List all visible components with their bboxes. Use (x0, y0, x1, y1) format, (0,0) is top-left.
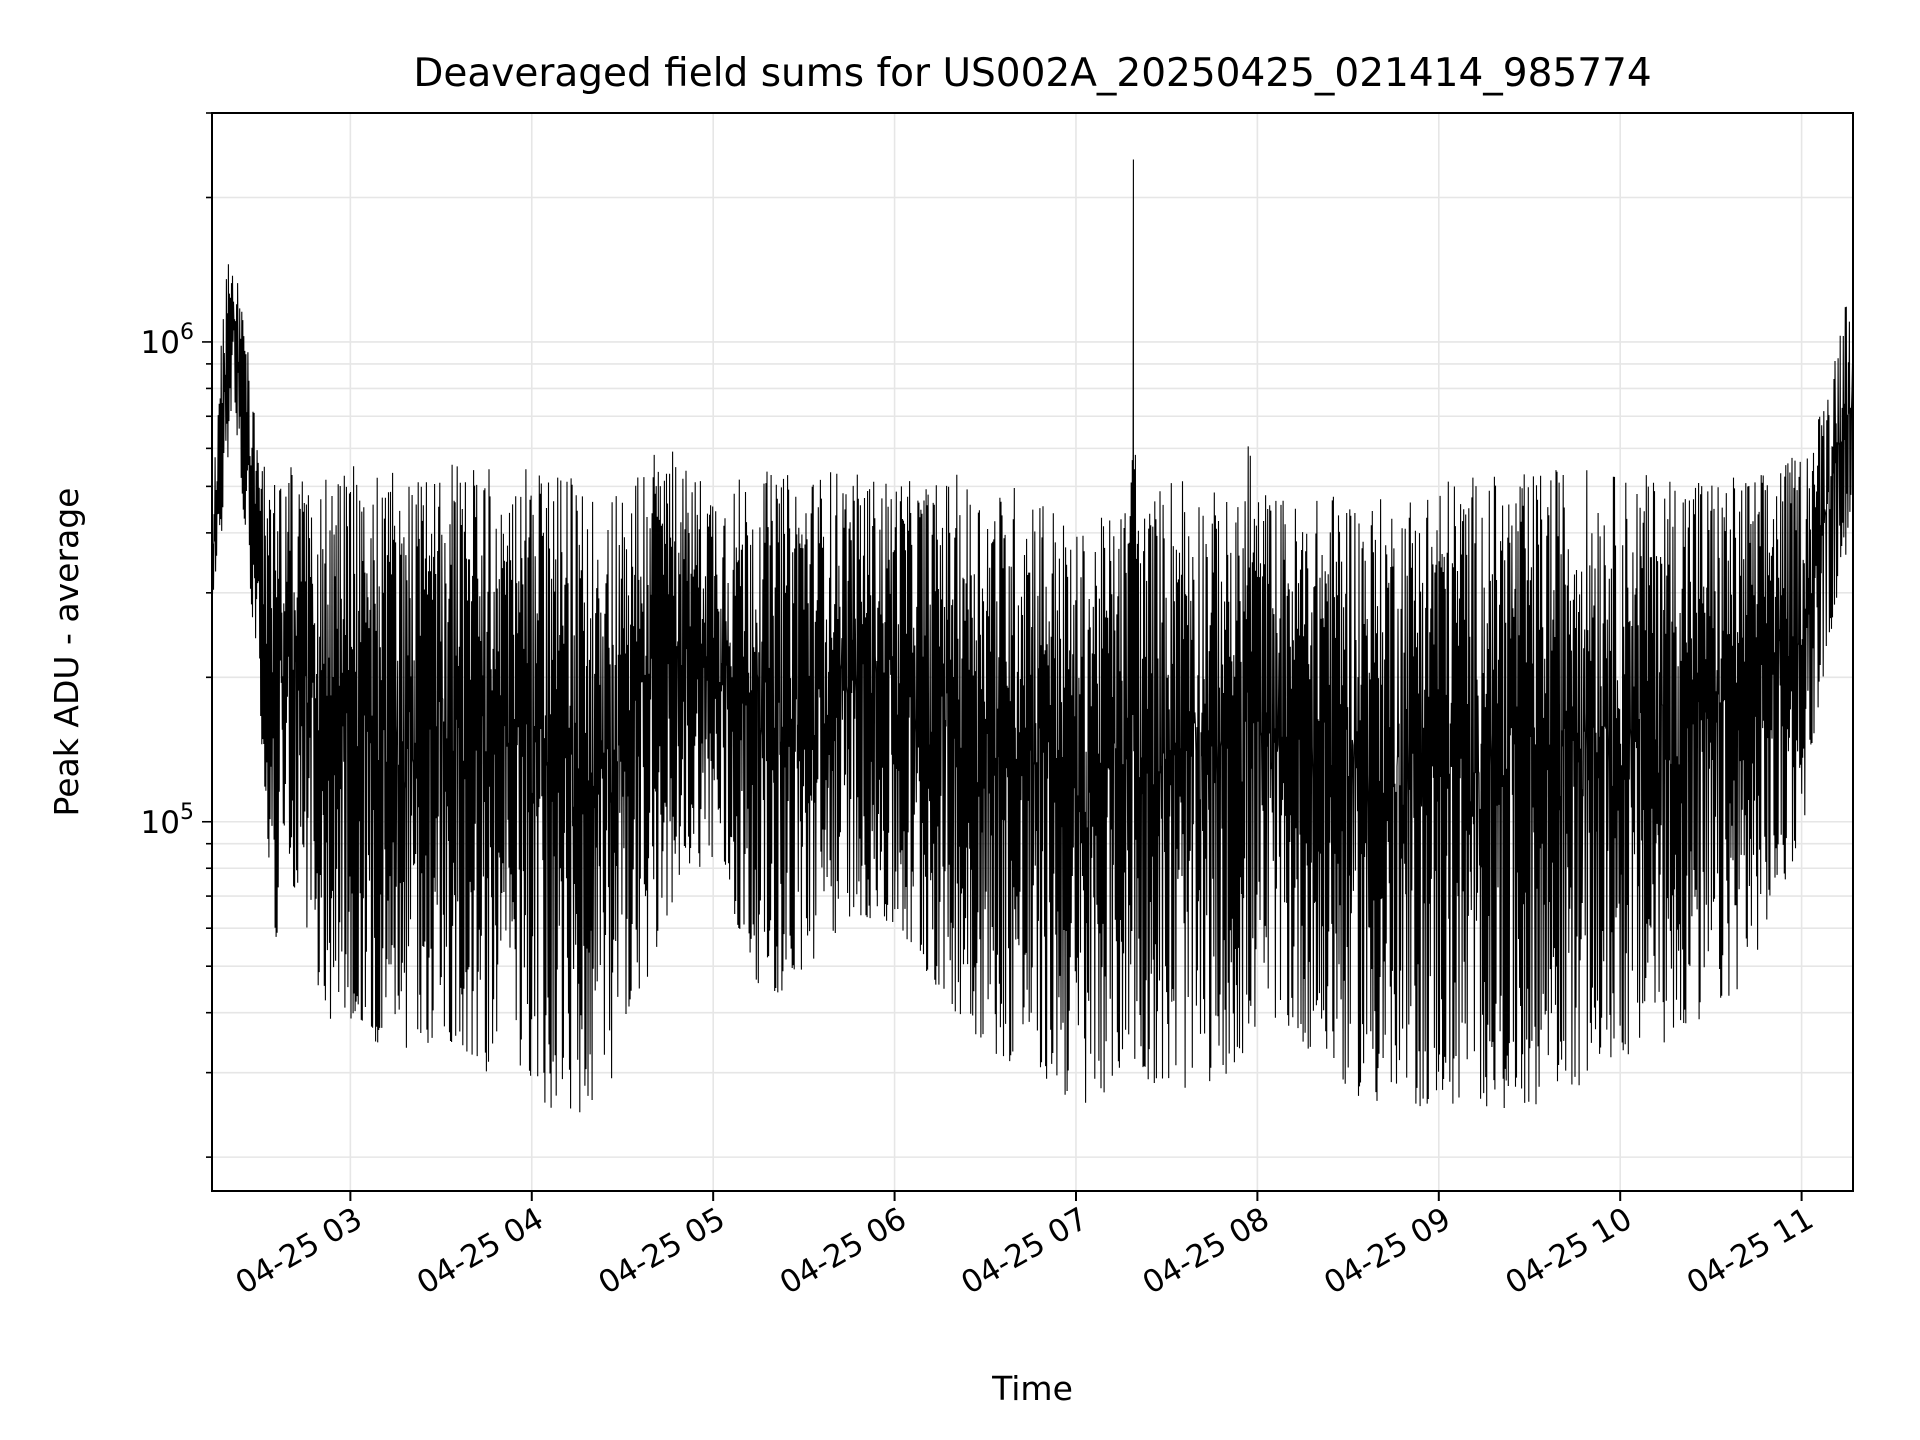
series-layer (211, 159, 1854, 1113)
y-axis-label: Peak ADU - average (47, 488, 86, 817)
y-tick-label: 105 (141, 800, 194, 841)
chart-title: Deaveraged field sums for US002A_2025042… (413, 51, 1651, 96)
y-tick-exponent: 6 (180, 320, 194, 345)
y-tick-base: 10 (141, 805, 180, 841)
y-tick-exponent: 5 (180, 800, 194, 825)
x-axis-label: Time (991, 1369, 1073, 1408)
series-line (211, 159, 1854, 1113)
plot-frame (211, 112, 1854, 1192)
y-tick-base: 10 (141, 325, 180, 361)
y-tick-label: 106 (141, 320, 194, 361)
